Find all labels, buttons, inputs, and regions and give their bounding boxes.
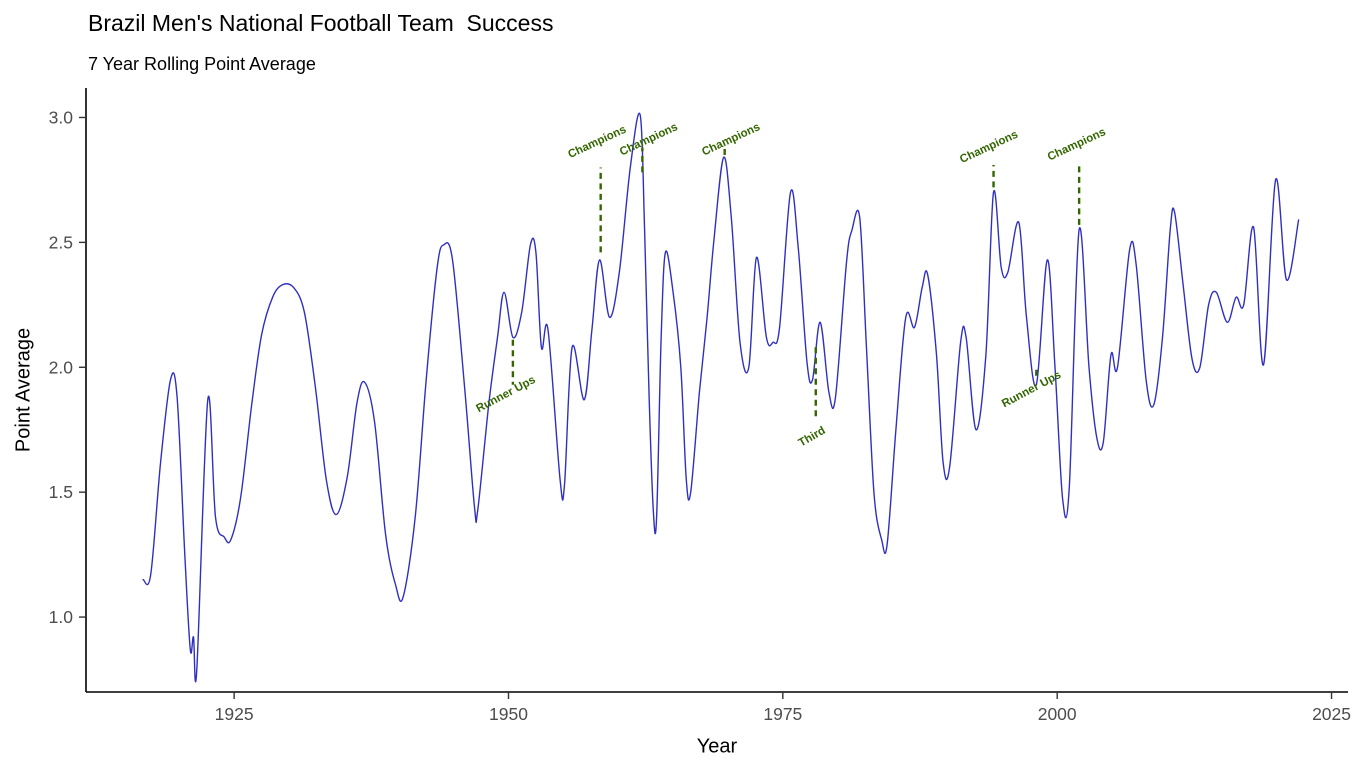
y-tick-label: 2.5: [49, 232, 73, 252]
x-tick-label: 1925: [215, 704, 254, 724]
y-tick-label: 1.0: [49, 607, 74, 627]
chart-title: Brazil Men's National Football Team Succ…: [88, 10, 554, 36]
y-tick-label: 2.0: [49, 357, 74, 377]
annotation-label: Runner Ups: [1000, 369, 1063, 410]
annotation-label: Champions: [1046, 126, 1108, 163]
annotation-label: Champions: [700, 121, 762, 158]
annotation-label: Third: [797, 425, 828, 450]
x-tick-label: 1975: [763, 704, 802, 724]
x-tick-label: 1950: [489, 704, 528, 724]
x-tick-label: 2000: [1038, 704, 1077, 724]
annotation-label: Champions: [958, 129, 1020, 166]
chart-subtitle: 7 Year Rolling Point Average: [88, 54, 316, 74]
y-axis-title: Point Average: [12, 327, 35, 453]
y-tick-label: 1.5: [49, 482, 73, 502]
y-tick-label: 3.0: [49, 107, 74, 127]
series-line: [142, 112, 1300, 683]
annotation-label: Champions: [566, 124, 628, 161]
x-tick-label: 2025: [1312, 704, 1351, 724]
annotation-label: Champions: [618, 121, 680, 158]
x-axis-title: Year: [696, 735, 738, 758]
annotation-label: Runner Ups: [474, 374, 537, 415]
